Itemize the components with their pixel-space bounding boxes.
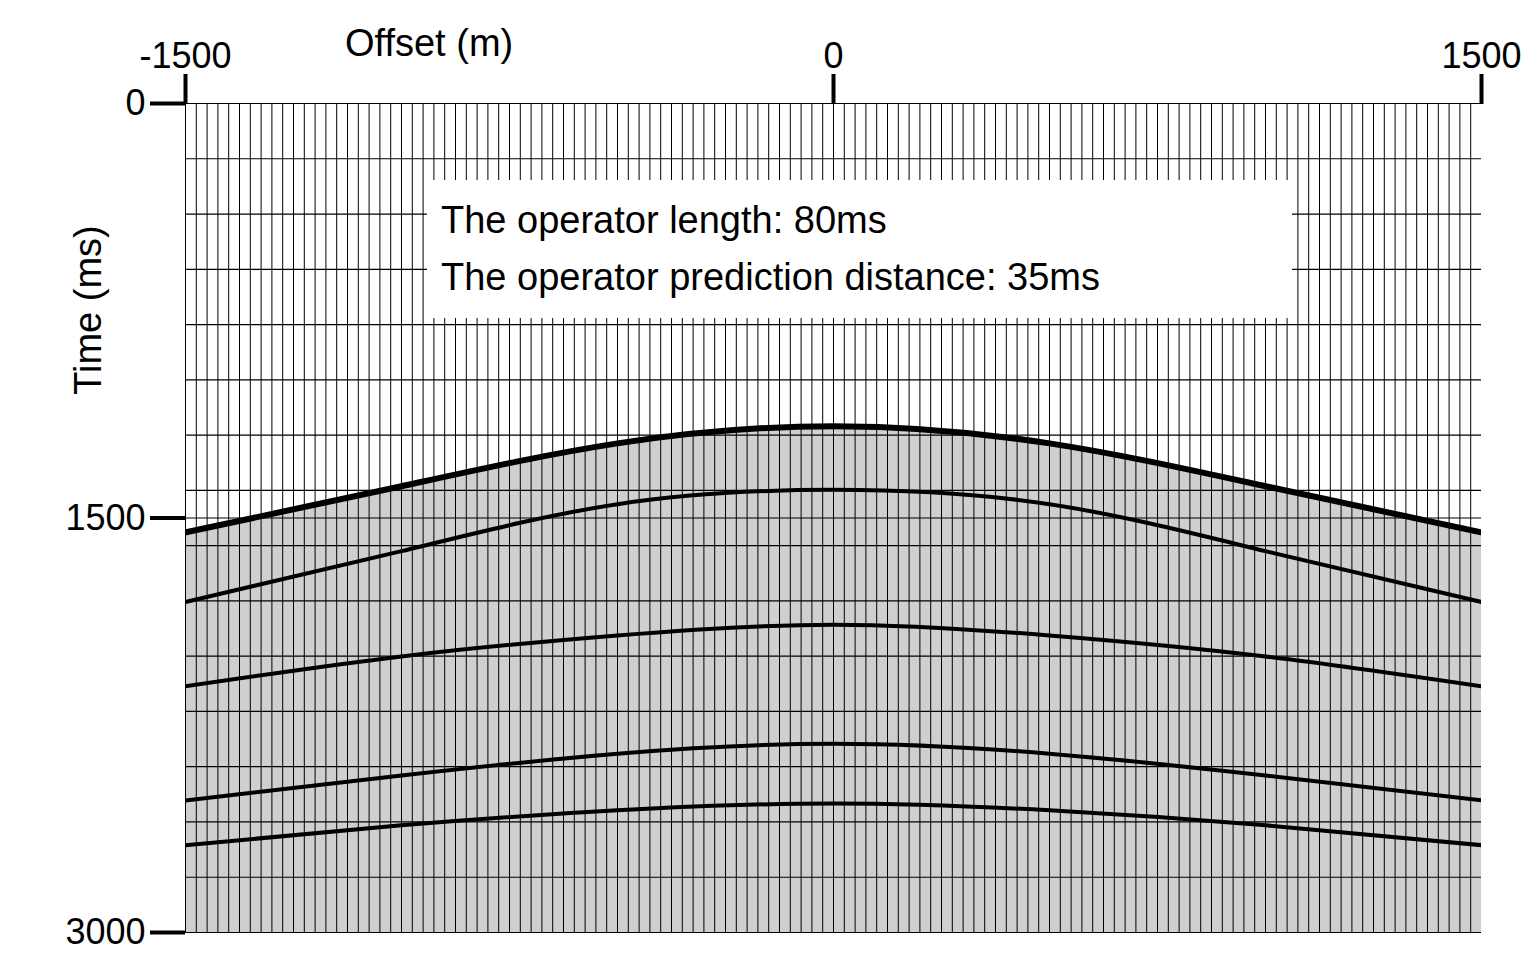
svg-text:1500: 1500	[65, 497, 145, 538]
html-text:Offset (m): Offset (m)	[345, 22, 514, 64]
html-text:The operator length: 80ms: The operator length: 80ms	[441, 199, 887, 241]
svg-text:0: 0	[125, 82, 145, 123]
html-text:Time (ms): Time (ms)	[66, 225, 109, 395]
svg-text:-1500: -1500	[139, 35, 231, 76]
html-text:The operator prediction distan: The operator prediction distance: 35ms	[441, 256, 1100, 298]
svg-text:0: 0	[823, 35, 843, 76]
svg-text:3000: 3000	[65, 911, 145, 952]
svg-text:1500: 1500	[1441, 35, 1521, 76]
